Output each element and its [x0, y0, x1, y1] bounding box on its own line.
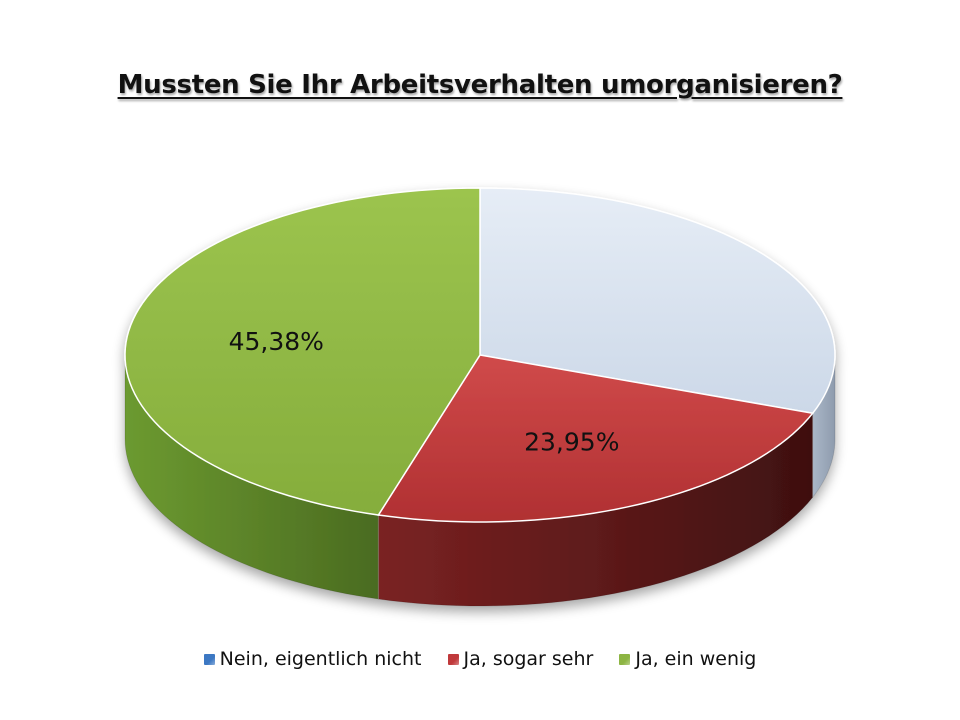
pie-slice-nein-eigentlich-nicht — [479, 187, 836, 415]
pie-slice-ja-ein-wenig — [124, 187, 481, 516]
slice-label-2: 45,38% — [229, 327, 324, 356]
slice-label-1: 23,95% — [524, 428, 619, 457]
legend-swatch-2 — [619, 653, 631, 665]
legend-label-2: Ja, ein wenig — [635, 648, 757, 670]
legend-label-0: Nein, eigentlich nicht — [219, 648, 422, 670]
legend-item-1: Ja, sogar sehr — [447, 648, 594, 670]
legend: Nein, eigentlich nicht Ja, sogar sehr Ja, … — [0, 648, 960, 670]
legend-swatch-1 — [447, 653, 459, 665]
legend-swatch-0 — [203, 653, 215, 665]
pie-slice-ja-sogar-sehr — [377, 354, 815, 523]
legend-label-1: Ja, sogar sehr — [463, 648, 594, 670]
chart-title: Mussten Sie Ihr Arbeitsverhalten umorgan… — [117, 70, 843, 100]
legend-item-2: Ja, ein wenig — [619, 648, 756, 670]
legend-item-0: Nein, eigentlich nicht — [203, 648, 422, 670]
